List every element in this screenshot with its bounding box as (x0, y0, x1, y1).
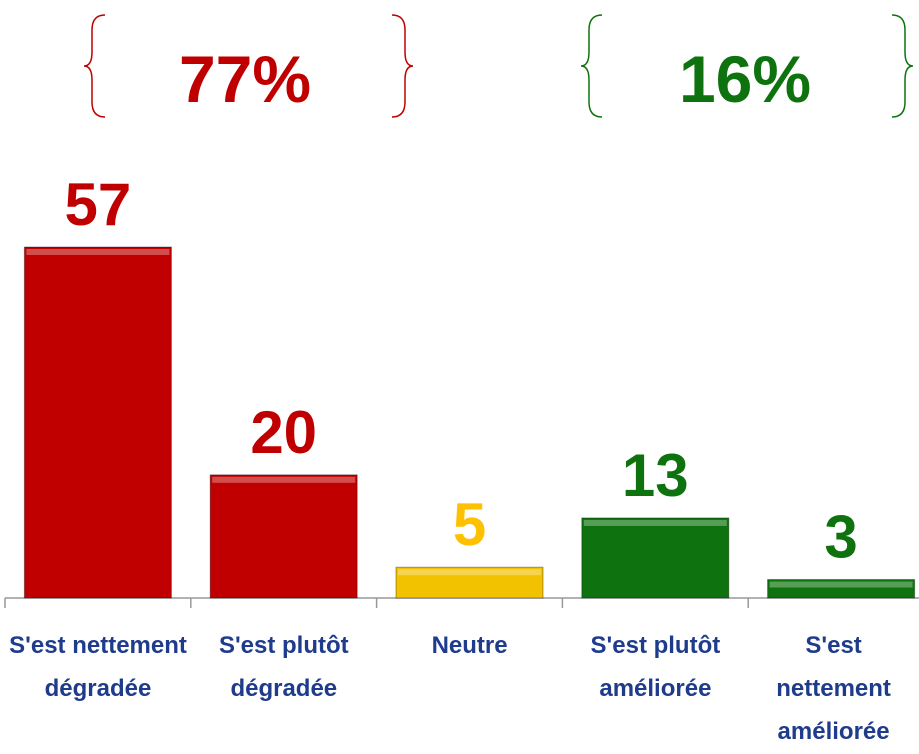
bar (395, 566, 544, 599)
bar (581, 517, 730, 599)
brace (83, 14, 106, 118)
bar-highlight (26, 249, 170, 255)
bar (209, 474, 358, 599)
brace (391, 14, 414, 118)
annotation: 16% (679, 42, 811, 116)
value-label: 13 (622, 442, 689, 509)
x-tick-label: S'est plutôt améliorée (590, 632, 721, 702)
bar-highlight (398, 569, 541, 576)
brace (891, 14, 914, 118)
brace (580, 14, 603, 118)
value-label: 20 (250, 399, 317, 466)
bar-highlight (769, 581, 913, 588)
bar (23, 246, 172, 599)
x-tick-label: S'est nettement améliorée (776, 632, 891, 745)
x-tick-label: S'est nettement dégradée (9, 632, 187, 702)
bar-highlight (583, 519, 727, 526)
x-tick-label: S'est plutôt dégradée (218, 632, 349, 702)
x-tick-label: Neutre (431, 632, 508, 659)
annotation: 77% (179, 42, 311, 116)
bar-highlight (212, 476, 356, 483)
bar (767, 579, 916, 599)
value-label: 57 (65, 171, 132, 238)
value-label: 5 (453, 491, 486, 558)
value-label: 3 (824, 504, 857, 571)
